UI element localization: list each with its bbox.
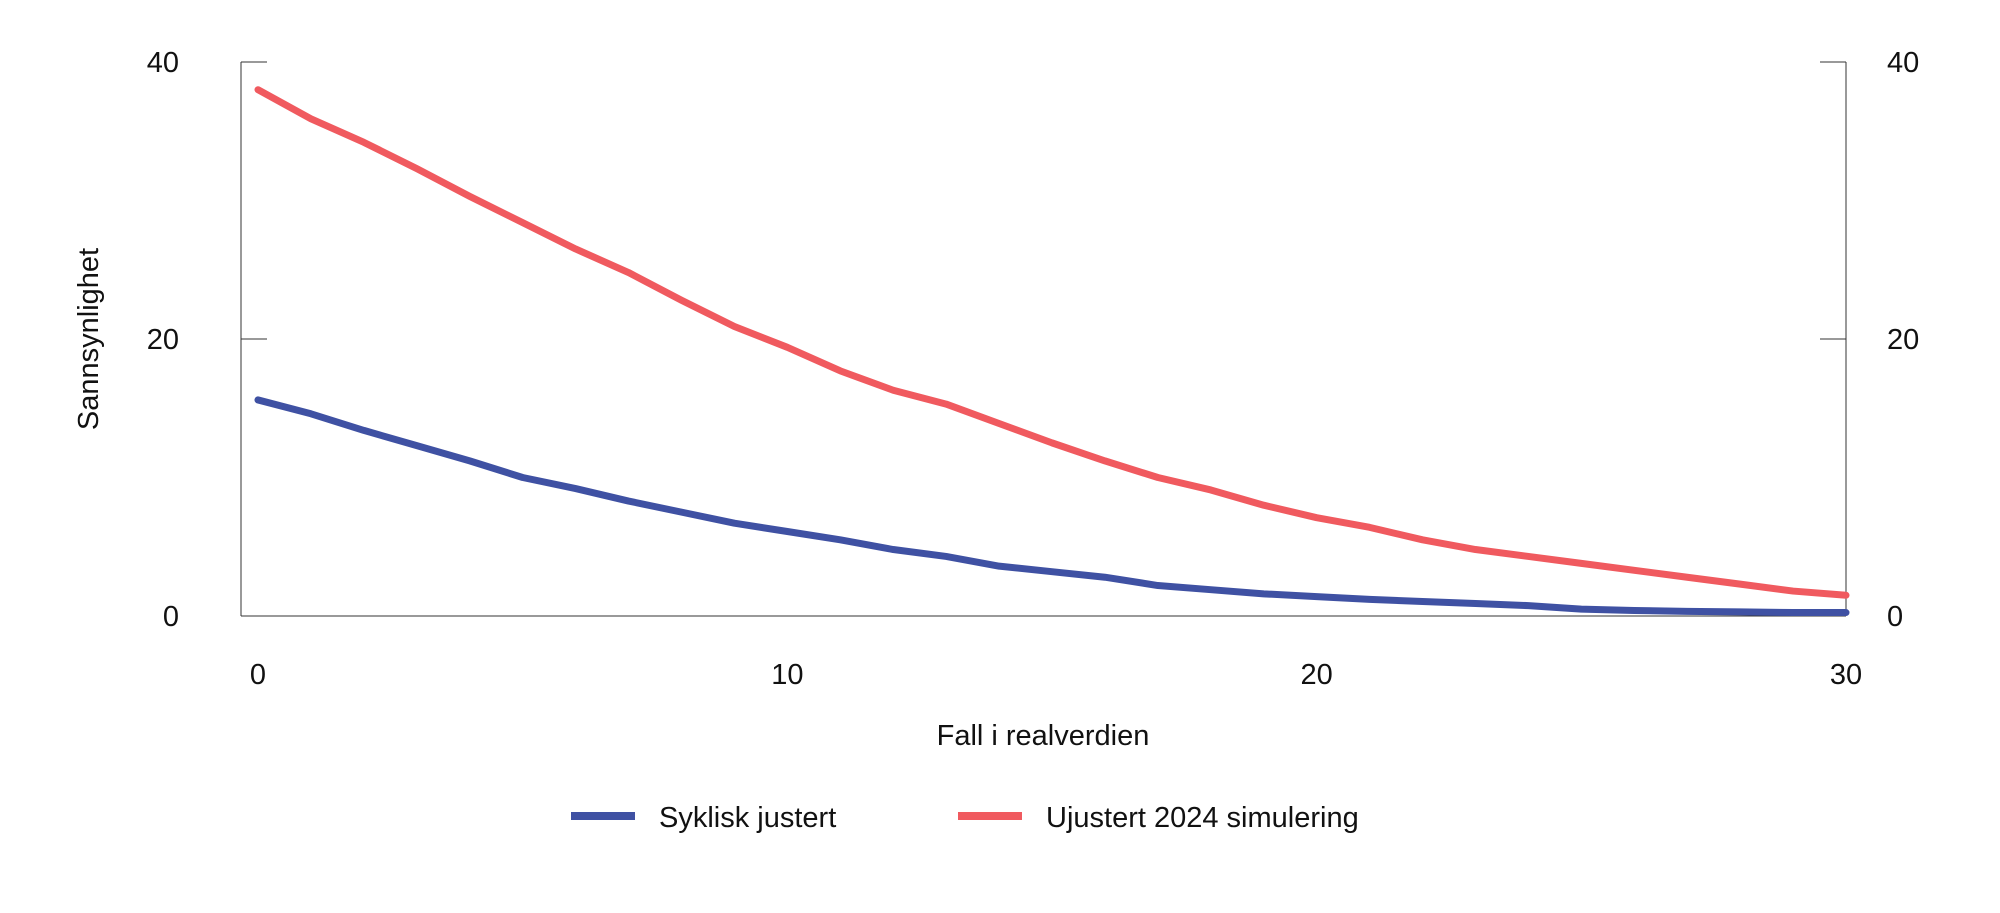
right-y-tick-label: 20 xyxy=(1887,324,1919,356)
x-tick-label: 10 xyxy=(771,659,803,691)
x-axis-label: Fall i realverdien xyxy=(937,720,1150,752)
y-axis-label: Sannsynlighet xyxy=(73,248,105,430)
legend: Syklisk justert Ujustert 2024 simulering xyxy=(571,802,1359,834)
series-line-ujustert-2024 xyxy=(254,86,1850,599)
series-group xyxy=(254,86,1850,617)
left-y-tick-label: 0 xyxy=(163,601,179,633)
left-y-tick-label: 20 xyxy=(147,324,179,356)
x-tick-label: 30 xyxy=(1830,659,1862,691)
right-y-tick-label: 40 xyxy=(1887,47,1919,79)
right-y-tick-label: 0 xyxy=(1887,601,1903,633)
legend-label-syklisk-justert: Syklisk justert xyxy=(659,802,836,834)
x-tick-label: 0 xyxy=(250,659,266,691)
x-tick-label: 20 xyxy=(1301,659,1333,691)
legend-label-ujustert-2024: Ujustert 2024 simulering xyxy=(1046,802,1359,834)
axes: 0 0 20 20 40 40 0 10 20 30 xyxy=(147,47,1920,691)
left-y-tick-label: 40 xyxy=(147,47,179,79)
series-line-syklisk-justert xyxy=(254,396,1850,617)
